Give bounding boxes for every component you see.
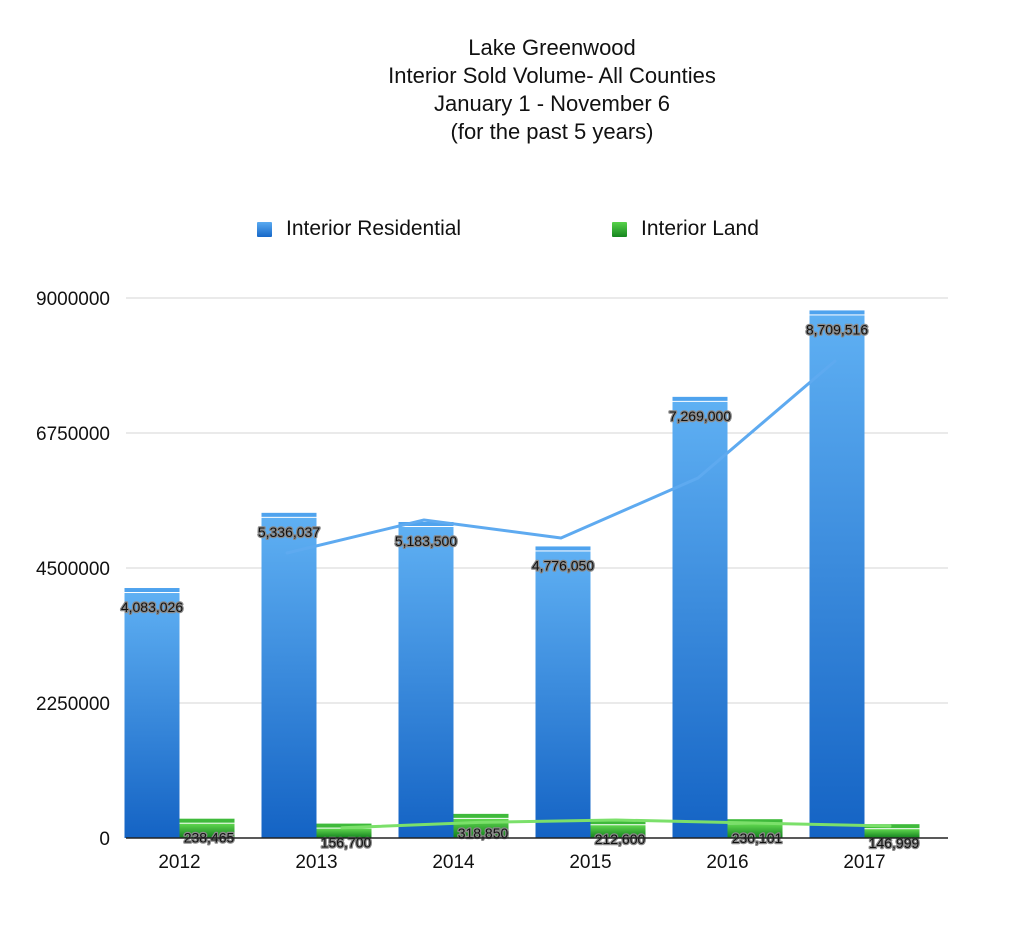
x-tick-label: 2012 — [158, 852, 200, 873]
bar-cap-residential — [398, 521, 454, 526]
bars — [124, 310, 920, 838]
bar-cap-land — [864, 824, 920, 829]
x-tick-label: 2014 — [432, 852, 475, 873]
y-tick-label: 0 — [99, 829, 110, 850]
bar-land — [179, 823, 235, 838]
legend-swatch-residential — [257, 221, 272, 237]
bar-cap-residential — [124, 588, 180, 593]
trendlines — [285, 359, 892, 830]
bar-cap-land — [179, 818, 235, 823]
title-line-4: (for the past 5 years) — [450, 119, 654, 144]
bar-residential — [261, 517, 317, 838]
x-tick-label: 2015 — [569, 852, 611, 873]
bar-land — [316, 828, 372, 838]
legend-item-residential: Interior Residential — [257, 217, 461, 241]
y-tick-label: 4500000 — [36, 559, 110, 580]
bar-residential — [809, 315, 865, 838]
bar-residential — [124, 593, 180, 838]
legend-label-land: Interior Land — [641, 217, 759, 240]
y-tick-label: 6750000 — [36, 424, 110, 445]
data-label-residential: 7,269,000 — [669, 408, 731, 424]
bar-land — [864, 829, 920, 838]
chart-title: Lake Greenwood Interior Sold Volume- All… — [0, 34, 1024, 146]
bar-cap-land — [590, 820, 646, 825]
data-label-residential: 5,336,037 — [258, 524, 320, 540]
data-label-residential: 4,776,050 — [532, 557, 594, 573]
data-label-residential: 5,183,500 — [395, 533, 457, 549]
trendline-residential — [285, 359, 837, 555]
chart-legend: Interior Residential Interior Land — [0, 217, 1024, 245]
axes: 0 2250000 4500000 6750000 9000000 2012 2013 201… — [36, 289, 948, 873]
data-label-residential: 8,709,516 — [806, 321, 868, 337]
x-tick-label: 2016 — [706, 852, 748, 873]
bar-residential — [672, 401, 728, 838]
y-tick-label: 2250000 — [36, 694, 110, 715]
bar-land — [590, 825, 646, 838]
title-line-1: Lake Greenwood — [468, 35, 636, 60]
bar-cap-land — [316, 823, 372, 828]
y-tick-label: 9000000 — [36, 289, 110, 310]
bar-residential — [398, 526, 454, 838]
x-tick-label: 2013 — [295, 852, 337, 873]
title-line-3: January 1 - November 6 — [434, 91, 670, 116]
bar-cap-residential — [261, 512, 317, 517]
bar-cap-land — [727, 819, 783, 824]
data-labels: 4,083,026238,4655,336,037156,7005,183,50… — [120, 320, 921, 852]
legend-swatch-land — [612, 221, 627, 237]
data-label-land: 156,700 — [321, 835, 372, 851]
trendline-land — [340, 818, 892, 830]
bar-residential — [535, 551, 591, 838]
bar-cap-residential — [535, 546, 591, 551]
bar-cap-land — [453, 813, 509, 818]
legend-label-residential: Interior Residential — [286, 217, 462, 240]
x-tick-label: 2017 — [843, 852, 885, 873]
data-label-residential: 4,083,026 — [121, 599, 183, 615]
legend-item-land: Interior Land — [612, 217, 759, 241]
bar-cap-residential — [809, 310, 865, 315]
bar-land — [727, 824, 783, 838]
bar-cap-residential — [672, 396, 728, 401]
title-line-2: Interior Sold Volume- All Counties — [388, 63, 716, 88]
data-label-land: 212,600 — [595, 831, 646, 847]
